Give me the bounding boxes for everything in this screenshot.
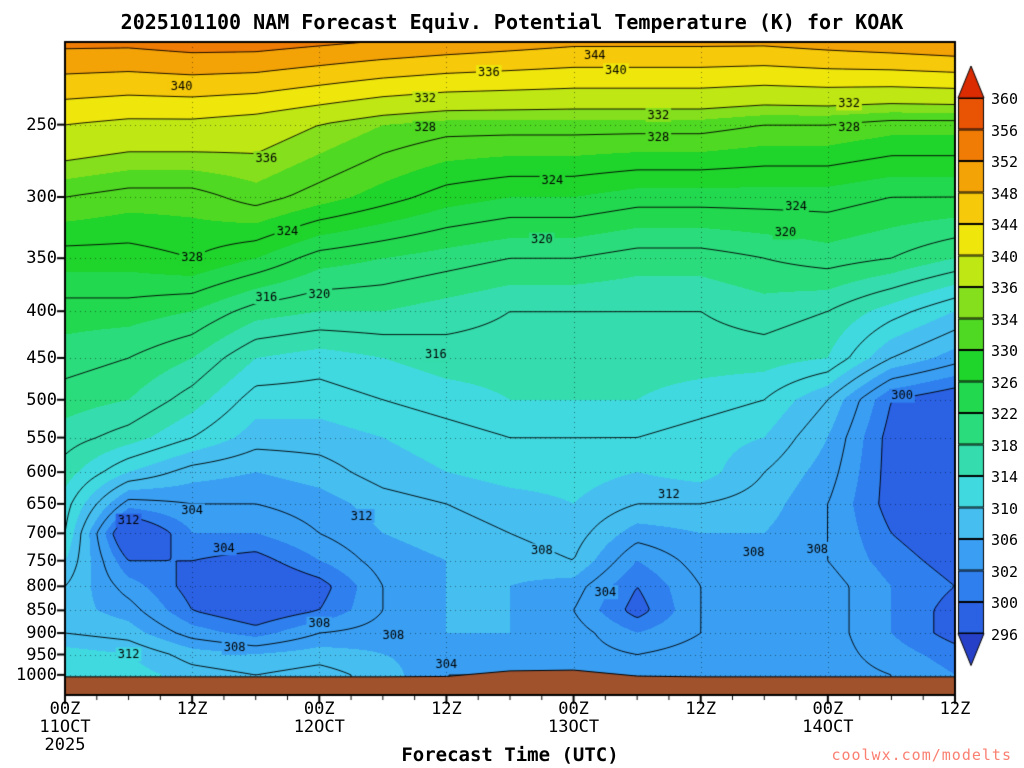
y-tick-label: 600	[26, 462, 57, 483]
x-tick-label-group: 00Z 12OCT	[273, 700, 365, 736]
y-tick-label: 250	[26, 114, 57, 135]
x-tick-label: 00Z	[49, 699, 81, 719]
colorbar-tick-label: 344	[991, 216, 1019, 234]
x-tick-label: 00Z	[303, 699, 335, 719]
y-tick-label: 650	[26, 493, 57, 514]
x-tick-label-group: 00Z 13OCT	[528, 700, 620, 736]
x-tick-label: 12Z	[685, 699, 717, 719]
y-tick-label: 400	[26, 301, 57, 322]
x-tick-label: 13OCT	[547, 717, 600, 737]
colorbar-tick-label: 356	[991, 121, 1019, 140]
x-tick-label: 12Z	[176, 699, 208, 719]
colorbar-tick-label: 318	[991, 436, 1019, 455]
y-tick-label: 900	[26, 623, 57, 644]
x-tick-label-group: 12Z	[909, 700, 1001, 718]
y-tick-label: 350	[26, 248, 57, 269]
colorbar-tick-label: 302	[991, 562, 1019, 581]
colorbar-tick-label: 360	[991, 90, 1019, 108]
colorbar-tick-label: 314	[991, 468, 1019, 486]
y-tick-label: 950	[26, 644, 57, 665]
y-tick-label: 700	[26, 523, 57, 544]
colorbar-tick-label: 322	[991, 405, 1019, 423]
colorbar-tick-label: 296	[991, 625, 1019, 644]
y-tick-label: 800	[26, 576, 57, 597]
colorbar-tick-label: 310	[991, 499, 1019, 518]
colorbar-tick-label: 326	[991, 373, 1019, 392]
x-tick-label: 00Z	[812, 699, 844, 719]
y-tick-label: 750	[26, 550, 57, 571]
x-tick-label: 14OCT	[802, 717, 854, 737]
x-tick-label: 00Z	[558, 699, 589, 719]
x-axis-title: Forecast Time (UTC)	[401, 744, 619, 766]
y-tick-label: 500	[26, 389, 57, 410]
x-tick-label-group: 12Z	[655, 700, 747, 718]
x-tick-label: 2025	[44, 735, 86, 755]
colorbar-tick-label: 300	[991, 594, 1019, 612]
colorbar-tick-label: 334	[991, 310, 1019, 329]
x-tick-label-group: 00Z 14OCT	[782, 700, 874, 736]
x-tick-label: 12Z	[939, 699, 971, 719]
watermark: coolwx.com/modelts	[831, 746, 1012, 764]
y-tick-label: 450	[26, 347, 57, 368]
colorbar-tick-label: 330	[991, 342, 1019, 360]
x-tick-label: 11OCT	[39, 717, 91, 737]
x-tick-label-group: 12Z	[146, 700, 238, 718]
y-tick-label: 1000	[16, 664, 57, 685]
y-tick-label: 300	[26, 187, 57, 208]
x-tick-label: 12Z	[431, 699, 462, 719]
y-tick-label: 550	[26, 427, 57, 448]
colorbar-tick-label: 340	[991, 247, 1019, 266]
x-tick-label-group: 00Z 11OCT 2025	[19, 700, 111, 754]
y-tick-label: 850	[26, 600, 57, 621]
colorbar-tick-label: 348	[991, 184, 1019, 203]
colorbar-tick-label: 306	[991, 531, 1019, 549]
colorbar-tick-label: 336	[991, 279, 1019, 297]
x-tick-label-group: 12Z	[400, 700, 492, 718]
colorbar-tick-label: 352	[991, 153, 1019, 171]
x-tick-label: 12OCT	[293, 717, 345, 737]
